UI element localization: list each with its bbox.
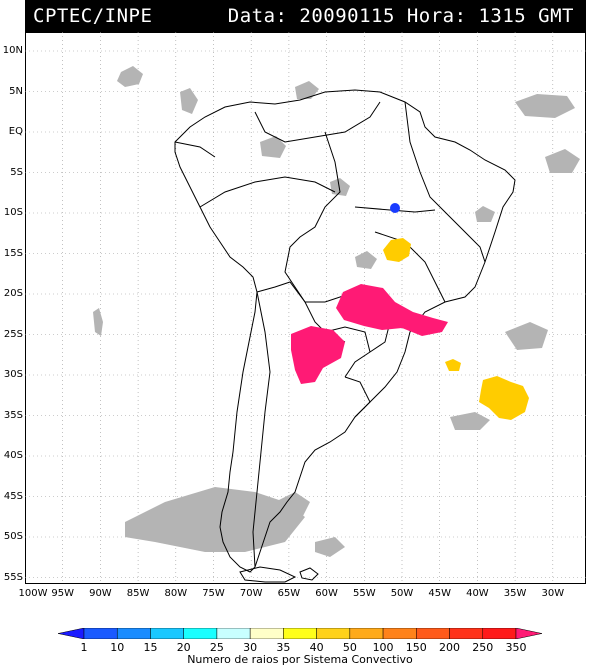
lon-label: 65W	[277, 588, 301, 599]
lon-label: 80W	[164, 588, 188, 599]
lon-label: 40W	[466, 588, 489, 599]
system-yellow-goias	[383, 238, 411, 262]
map-panel	[25, 32, 586, 584]
system-yellow-small	[445, 359, 461, 371]
falklands	[299, 567, 319, 581]
border-peru-colombia	[199, 176, 336, 208]
colorbar-segment	[58, 628, 85, 639]
map-border	[25, 32, 586, 584]
lon-label: 45W	[428, 588, 451, 599]
colorbar-segment	[482, 628, 517, 639]
colorbar-segment	[515, 628, 542, 639]
colorbar-tick-label: 30	[243, 641, 258, 654]
colorbar-tick-label: 20	[176, 641, 191, 654]
lon-label: 35W	[503, 588, 527, 599]
lat-label: 45S	[3, 490, 23, 502]
system-magenta-paraguay	[291, 326, 345, 384]
lat-label: 15S	[3, 247, 23, 259]
colorbar-segment	[183, 628, 218, 639]
border-paraguay	[324, 326, 371, 353]
lat-label: 35S	[3, 409, 23, 421]
colorbar-segment	[449, 628, 484, 639]
border-brazil-states-3	[374, 231, 446, 303]
lat-label: 5N	[9, 85, 23, 97]
source-title: CPTEC/INPE	[33, 5, 153, 27]
border-brazil-states-2	[354, 206, 436, 213]
lat-label: EQ	[8, 126, 23, 137]
lon-label: 85W	[126, 588, 150, 599]
system-blue	[390, 203, 400, 213]
colorbar-tick-label: 350	[505, 641, 527, 654]
system-yellow-atlantic	[479, 376, 529, 420]
lat-label: 20S	[3, 288, 23, 299]
colorbar-segment	[316, 628, 351, 639]
lat-label: 10N	[2, 45, 23, 56]
border-venezuela	[254, 101, 381, 143]
border-argentina-chile	[252, 291, 271, 568]
border-ecuador	[174, 141, 216, 158]
colorbar-segment	[349, 628, 384, 639]
colorbar	[58, 628, 542, 639]
border-uruguay	[344, 376, 371, 418]
lat-label: 25S	[3, 328, 23, 340]
lon-label: 95W	[51, 588, 74, 599]
title-bar: CPTEC/INPE Data: 20090115 Hora: 1315 GMT	[25, 0, 586, 32]
colorbar-segment	[150, 628, 184, 639]
lon-label: 50W	[390, 588, 414, 599]
lat-label: 5S	[10, 166, 23, 178]
lon-label: 70W	[239, 588, 263, 599]
cloud-cover	[93, 66, 580, 557]
colorbar-tick-label: 100	[372, 641, 394, 654]
colorbar-tick-label: 50	[342, 641, 357, 654]
lon-label: 55W	[352, 588, 376, 599]
tierra-del-fuego	[239, 566, 297, 583]
colorbar-tick-label: 200	[439, 641, 461, 654]
colorbar-caption: Numero de raios por Sistema Convectivo	[187, 653, 413, 666]
lon-label: 90W	[89, 588, 112, 599]
colorbar-tick-label: 15	[143, 641, 158, 654]
system-magenta-parana	[336, 284, 448, 336]
lat-label: 50S	[3, 531, 23, 542]
border-brazil-west	[284, 131, 341, 303]
country-borders	[174, 89, 516, 583]
colorbar-segment	[416, 628, 450, 639]
south-america-coast	[174, 89, 516, 573]
lat-label: 10S	[3, 207, 23, 218]
lat-label: 40S	[3, 450, 23, 461]
datetime-title: Data: 20090115 Hora: 1315 GMT	[227, 5, 574, 27]
convective-systems	[291, 203, 529, 420]
colorbar-tick-label: 1	[80, 641, 88, 654]
lon-label: 75W	[202, 588, 225, 599]
colorbar-tick-label: 25	[209, 641, 224, 654]
colorbar-segment	[216, 628, 251, 639]
colorbar-tick-label: 40	[309, 641, 324, 654]
lon-label: 60W	[315, 588, 338, 599]
colorbar-tick-label: 35	[276, 641, 291, 654]
colorbar-tick-label: 250	[472, 641, 494, 654]
lon-label: 100W	[18, 588, 48, 599]
lon-label: 30W	[541, 588, 565, 599]
lat-label: 55S	[3, 571, 23, 583]
colorbar-segment	[83, 628, 118, 639]
colorbar-tick-label: 10	[110, 641, 125, 654]
colorbar-segment	[283, 628, 317, 639]
colorbar-segment	[249, 628, 284, 639]
colorbar-tick-label: 150	[405, 641, 427, 654]
lat-label: 30S	[3, 369, 23, 380]
colorbar-segment	[382, 628, 417, 639]
border-brazil-states	[404, 101, 486, 263]
colorbar-segment	[116, 628, 151, 639]
